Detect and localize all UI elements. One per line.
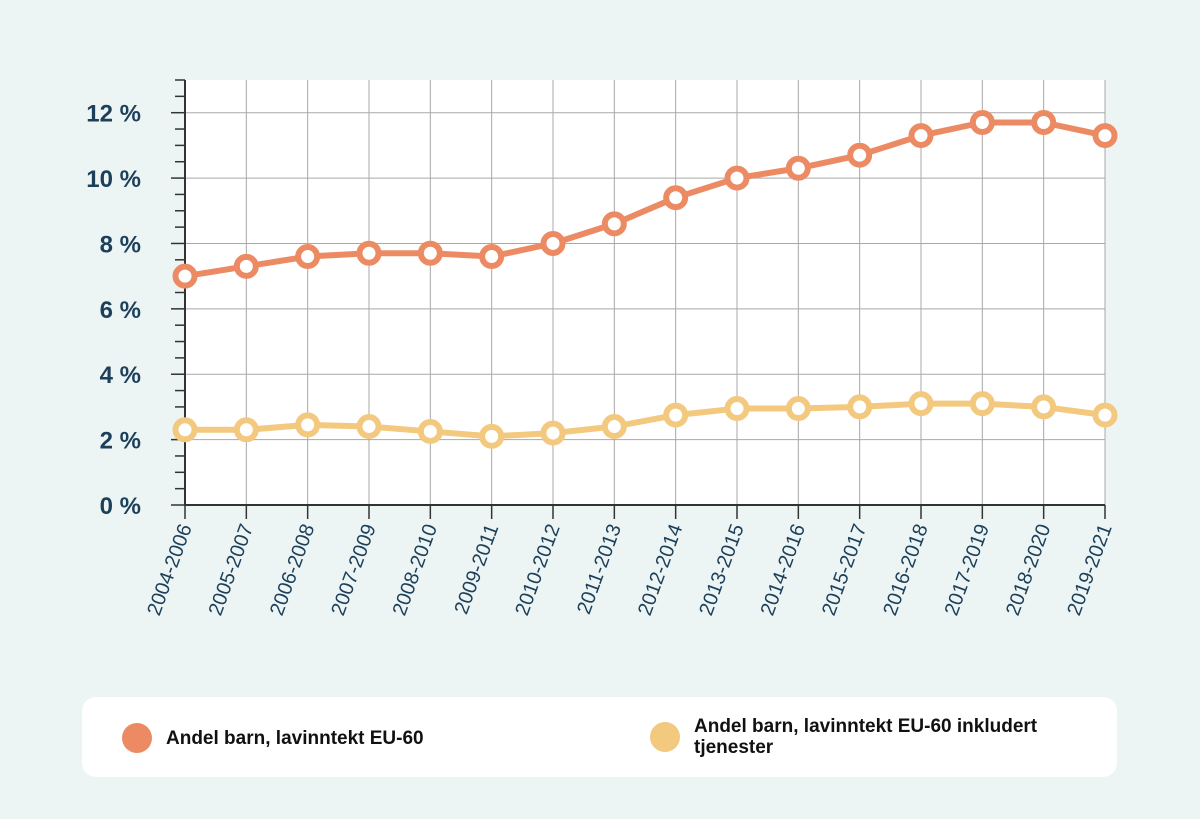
data-point-series-2 (417, 418, 443, 444)
data-point-series-1 (601, 211, 627, 237)
y-tick-label: 10 % (86, 166, 141, 193)
data-point-series-2 (601, 414, 627, 440)
legend-swatch-series-2 (650, 722, 680, 752)
data-point-series-1 (785, 155, 811, 181)
data-point-series-2 (908, 391, 934, 417)
data-point-series-2 (724, 396, 750, 422)
series-line-1 (182, 119, 1108, 280)
line-chart: 0 % 2 % 4 % 6 % 8 % 10 % 12 % 2004-2006 2005-200… (86, 79, 1118, 619)
y-tick-label: 6 % (100, 297, 141, 324)
legend-swatch-series-1 (122, 723, 152, 753)
legend-label-series-2: Andel barn, lavinntekt EU-60 inkludert t… (694, 716, 1038, 758)
x-tick-label: 2015-2017 (818, 521, 871, 618)
x-tick-label: 2018-2020 (1002, 521, 1055, 618)
data-point-series-1 (724, 165, 750, 191)
data-point-series-1 (1092, 123, 1118, 149)
x-tick-label: 2017-2019 (941, 521, 994, 618)
data-point-series-2 (356, 414, 382, 440)
x-tick-label: 2011-2013 (573, 521, 626, 617)
data-point-series-2 (1092, 402, 1118, 428)
data-point-series-1 (663, 185, 689, 211)
data-point-series-1 (172, 263, 198, 289)
x-tick-label: 2014-2016 (757, 521, 810, 618)
x-tick-label: 2004-2006 (143, 521, 196, 618)
x-tick-label: 2010-2012 (511, 521, 564, 618)
legend-label-series-1: Andel barn, lavinntekt EU-60 (166, 727, 424, 749)
data-point-series-1 (233, 253, 259, 279)
data-point-series-2 (233, 417, 259, 443)
series-line-2 (182, 400, 1108, 440)
data-point-series-1 (417, 240, 443, 266)
legend-item-series-2: Andel barn, lavinntekt EU-60 inkludert t… (650, 716, 1070, 758)
data-point-series-1 (969, 110, 995, 135)
data-point-series-2 (663, 402, 689, 428)
y-tick-label: 8 % (100, 231, 141, 258)
data-point-series-2 (172, 417, 198, 443)
y-tick-label: 4 % (100, 362, 141, 389)
legend: Andel barn, lavinntekt EU-60 Andel barn,… (82, 697, 1117, 777)
y-tick-label: 12 % (86, 101, 141, 128)
data-point-series-2 (785, 396, 811, 422)
x-tick-label: 2008-2010 (389, 521, 442, 618)
y-tick-label: 2 % (100, 428, 141, 455)
data-point-series-2 (295, 412, 321, 438)
x-tick-label: 2019-2021 (1063, 521, 1116, 618)
x-tick-label: 2013-2015 (695, 521, 748, 618)
plot-background (185, 80, 1105, 505)
data-point-series-2 (969, 391, 995, 417)
data-point-series-1 (847, 142, 873, 168)
x-tick-label: 2012-2014 (634, 521, 687, 618)
chart-area: 0 % 2 % 4 % 6 % 8 % 10 % 12 % 2004-2006 2005-200… (86, 79, 1118, 619)
data-point-series-1 (1031, 110, 1057, 135)
x-tick-label: 2006-2008 (266, 521, 319, 618)
data-point-series-1 (479, 244, 505, 270)
data-point-series-2 (1031, 394, 1057, 420)
x-tick-label: 2005-2007 (205, 521, 258, 618)
legend-item-series-1: Andel barn, lavinntekt EU-60 (122, 723, 424, 753)
x-tick-label: 2016-2018 (879, 521, 932, 618)
data-point-series-1 (908, 123, 934, 149)
data-point-series-2 (540, 420, 566, 446)
data-point-series-2 (847, 394, 873, 420)
data-point-series-1 (295, 244, 321, 270)
data-point-series-1 (356, 240, 382, 266)
x-tick-label: 2007-2009 (327, 521, 380, 618)
data-point-series-2 (479, 423, 505, 449)
data-point-series-1 (540, 230, 566, 256)
y-tick-label: 0 % (100, 493, 141, 520)
x-tick-label: 2009-2011 (450, 521, 503, 617)
